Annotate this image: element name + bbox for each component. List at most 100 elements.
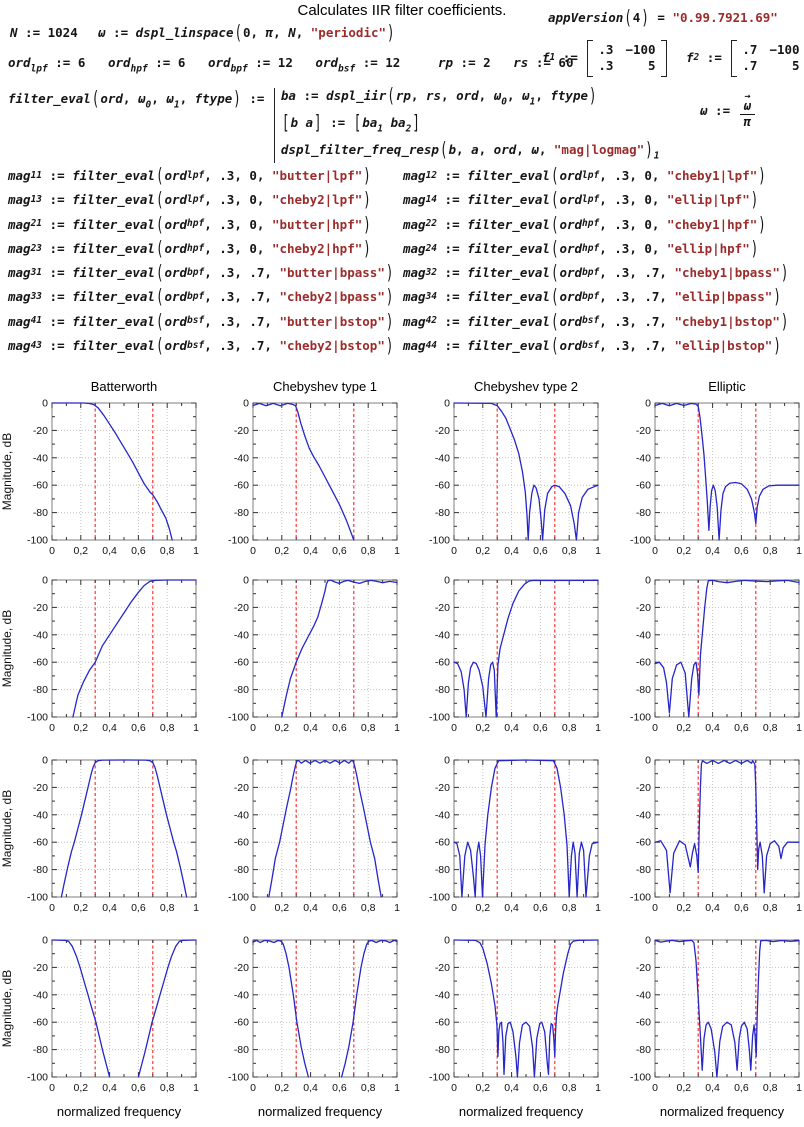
plot-mag14[interactable]: 0 0,2 0,4 0,6 0,8 1 0 -20 -40 -60 -80 -100 bbox=[603, 395, 804, 565]
plot-mag41[interactable]: 0 0,2 0,4 0,6 0,8 1 0 -20 -40 -60 -80 -100 Magnitude… bbox=[0, 932, 201, 1102]
x-tick-label: 0,6 bbox=[332, 722, 347, 734]
x-tick-label: 0,6 bbox=[332, 902, 347, 914]
x-tick-label: 0,2 bbox=[475, 722, 490, 734]
y-tick-label: -80 bbox=[33, 864, 48, 876]
plot-mag22[interactable]: 0 0,2 0,4 0,6 0,8 1 0 -20 -40 -60 -80 -100 bbox=[201, 572, 402, 742]
axis-ticks bbox=[654, 939, 800, 1078]
plot-mag42[interactable]: 0 0,2 0,4 0,6 0,8 1 0 -20 -40 -60 -80 -100 bbox=[201, 932, 402, 1102]
x-tick-label: 0,8 bbox=[763, 545, 778, 557]
x-tick-label: 0,4 bbox=[504, 902, 519, 914]
x-tick-label: 0 bbox=[49, 722, 55, 734]
y-tick-label: -100 bbox=[27, 892, 48, 904]
y-axis-label: Magnitude, dB bbox=[0, 970, 14, 1047]
mag-definition-31[interactable]: mag 31 := filter_eval(ord bpf, .3, .7, "bu… bbox=[8, 260, 394, 284]
y-tick-labels: 0 -20 -40 -60 -80 -100 bbox=[630, 935, 651, 1084]
y-tick-label: -60 bbox=[33, 657, 48, 669]
plot-cell-mag12: Chebyshev type 1 0 0,2 0,4 0,6 0,8 1 0 -20 -40 -60… bbox=[201, 378, 402, 565]
omega-lhs: ω bbox=[700, 103, 708, 119]
x-tick-label: 0,8 bbox=[361, 545, 376, 557]
filter-order-definitions[interactable]: ordlpf := 6 ordhpf := 6 ordbpf := 12 ord… bbox=[8, 55, 574, 75]
x-tick-labels: 0 0,2 0,4 0,6 0,8 1 bbox=[250, 722, 400, 734]
x-tick-label: 0,2 bbox=[475, 1082, 490, 1094]
plot-mag11[interactable]: 0 0,2 0,4 0,6 0,8 1 0 -20 -40 -60 -80 -100 Magnitude… bbox=[0, 395, 201, 565]
y-tick-label: -80 bbox=[234, 864, 249, 876]
y-tick-label: -60 bbox=[234, 657, 249, 669]
plot-frame bbox=[51, 759, 197, 898]
y-tick-label: -40 bbox=[33, 452, 48, 464]
mag-definition-32[interactable]: mag 32 := filter_eval(ord bpf, .3, .7, "ch… bbox=[403, 260, 789, 284]
x-tick-label: 1 bbox=[595, 722, 601, 734]
plot-mag24[interactable]: 0 0,2 0,4 0,6 0,8 1 0 -20 -40 -60 -80 -100 bbox=[603, 572, 804, 742]
y-tick-label: -100 bbox=[630, 892, 651, 904]
plot-frame bbox=[654, 579, 800, 718]
x-tick-label: 0 bbox=[250, 1082, 256, 1094]
x-tick-label: 1 bbox=[193, 722, 199, 734]
mag-definition-22[interactable]: mag 22 := filter_eval(ord hpf, .3, 0, "che… bbox=[403, 212, 766, 236]
omega-normalization[interactable]: ω := → ω π bbox=[700, 92, 756, 129]
x-tick-label: 0,6 bbox=[131, 1082, 146, 1094]
x-tick-labels: 0 0,2 0,4 0,6 0,8 1 bbox=[49, 722, 199, 734]
y-tick-label: 0 bbox=[42, 935, 48, 947]
mag-definition-21[interactable]: mag 21 := filter_eval(ord hpf, .3, 0, "but… bbox=[8, 212, 371, 236]
y-tick-label: -80 bbox=[636, 507, 651, 519]
mag-definition-44[interactable]: mag 44 := filter_eval(ord bsf, .3, .7, "el… bbox=[403, 333, 781, 357]
plot-mag34[interactable]: 0 0,2 0,4 0,6 0,8 1 0 -20 -40 -60 -80 -100 bbox=[603, 752, 804, 922]
band-edge-lines bbox=[496, 403, 556, 540]
x-tick-labels: 0 0,2 0,4 0,6 0,8 1 bbox=[250, 1082, 400, 1094]
plot-mag33[interactable]: 0 0,2 0,4 0,6 0,8 1 0 -20 -40 -60 -80 -100 bbox=[402, 752, 603, 922]
y-tick-label: 0 bbox=[645, 935, 651, 947]
mag-definition-23[interactable]: mag 23 := filter_eval(ord hpf, .3, 0, "che… bbox=[8, 236, 371, 260]
y-tick-label: -100 bbox=[228, 535, 249, 547]
mag-definition-12[interactable]: mag 12 := filter_eval(ord lpf, .3, 0, "che… bbox=[403, 163, 766, 187]
y-tick-label: -40 bbox=[636, 629, 651, 641]
y-tick-label: 0 bbox=[444, 755, 450, 767]
x-tick-label: 0,6 bbox=[734, 722, 749, 734]
omega-linspace-definition[interactable]: ω := dspl_linspace(0, π, N, "periodic") bbox=[98, 20, 395, 44]
plot-mag13[interactable]: 0 0,2 0,4 0,6 0,8 1 0 -20 -40 -60 -80 -100 bbox=[402, 395, 603, 565]
grid-lines bbox=[655, 580, 799, 717]
y-tick-labels: 0 -20 -40 -60 -80 -100 bbox=[429, 398, 450, 547]
plot-mag21[interactable]: 0 0,2 0,4 0,6 0,8 1 0 -20 -40 -60 -80 -100 Magnitude… bbox=[0, 572, 201, 742]
plot-mag31[interactable]: 0 0,2 0,4 0,6 0,8 1 0 -20 -40 -60 -80 -100 Magnitude… bbox=[0, 752, 201, 922]
x-tick-label: 0,2 bbox=[73, 1082, 88, 1094]
plot-mag43[interactable]: 0 0,2 0,4 0,6 0,8 1 0 -20 -40 -60 -80 -100 bbox=[402, 932, 603, 1102]
mag-definition-33[interactable]: mag 33 := filter_eval(ord bpf, .3, .7, "ch… bbox=[8, 284, 394, 309]
mag-definition-41[interactable]: mag 41 := filter_eval(ord bsf, .3, .7, "bu… bbox=[8, 309, 394, 333]
x-tick-label: 0,6 bbox=[533, 1082, 548, 1094]
mag-definition-14[interactable]: mag 14 := filter_eval(ord lpf, .3, 0, "ell… bbox=[403, 187, 759, 212]
x-tick-label: 0,6 bbox=[131, 545, 146, 557]
mag-definition-43[interactable]: mag 43 := filter_eval(ord bsf, .3, .7, "ch… bbox=[8, 333, 394, 357]
plot-mag12[interactable]: 0 0,2 0,4 0,6 0,8 1 0 -20 -40 -60 -80 -100 bbox=[201, 395, 402, 565]
y-tick-labels: 0 -20 -40 -60 -80 -100 bbox=[27, 575, 48, 724]
plot-mag44[interactable]: 0 0,2 0,4 0,6 0,8 1 0 -20 -40 -60 -80 -100 bbox=[603, 932, 804, 1102]
grid-lines bbox=[454, 403, 598, 540]
y-tick-label: -80 bbox=[636, 1044, 651, 1056]
mag-definition-34[interactable]: mag 34 := filter_eval(ord bpf, .3, .7, "el… bbox=[403, 284, 781, 309]
x-tick-label: 1 bbox=[796, 722, 802, 734]
y-tick-label: -80 bbox=[435, 684, 450, 696]
mag-definition-13[interactable]: mag 13 := filter_eval(ord lpf, .3, 0, "che… bbox=[8, 187, 371, 212]
x-tick-labels: 0 0,2 0,4 0,6 0,8 1 bbox=[250, 902, 400, 914]
band-edge-lines bbox=[295, 403, 355, 540]
y-tick-label: -40 bbox=[435, 629, 450, 641]
filter-eval-definition[interactable]: filter_eval(ord, ω0, ω1, ftype) := ba :=… bbox=[8, 84, 659, 163]
y-tick-label: -100 bbox=[228, 892, 249, 904]
mag-definition-42[interactable]: mag 42 := filter_eval(ord bsf, .3, .7, "ch… bbox=[403, 309, 789, 333]
x-tick-label: 0 bbox=[49, 1082, 55, 1094]
n-definition[interactable]: N := 1024 bbox=[10, 25, 78, 40]
x-tick-label: 1 bbox=[595, 1082, 601, 1094]
plot-mag23[interactable]: 0 0,2 0,4 0,6 0,8 1 0 -20 -40 -60 -80 -100 bbox=[402, 572, 603, 742]
y-tick-labels: 0 -20 -40 -60 -80 -100 bbox=[630, 398, 651, 547]
plot-mag32[interactable]: 0 0,2 0,4 0,6 0,8 1 0 -20 -40 -60 -80 -100 bbox=[201, 752, 402, 922]
y-tick-label: -20 bbox=[33, 962, 48, 974]
x-tick-label: 0,6 bbox=[332, 545, 347, 557]
mag-definition-24[interactable]: mag 24 := filter_eval(ord hpf, .3, 0, "ell… bbox=[403, 236, 759, 260]
app-version-expression[interactable]: appVersion(4) = "0.99.7921.69" bbox=[548, 5, 778, 29]
grid-lines bbox=[655, 760, 799, 897]
x-tick-label: 0 bbox=[49, 545, 55, 557]
plot-frame bbox=[654, 759, 800, 898]
x-tick-label: 0 bbox=[652, 545, 658, 557]
mag-definition-11[interactable]: mag 11 := filter_eval(ord lpf, .3, 0, "but… bbox=[8, 163, 371, 187]
